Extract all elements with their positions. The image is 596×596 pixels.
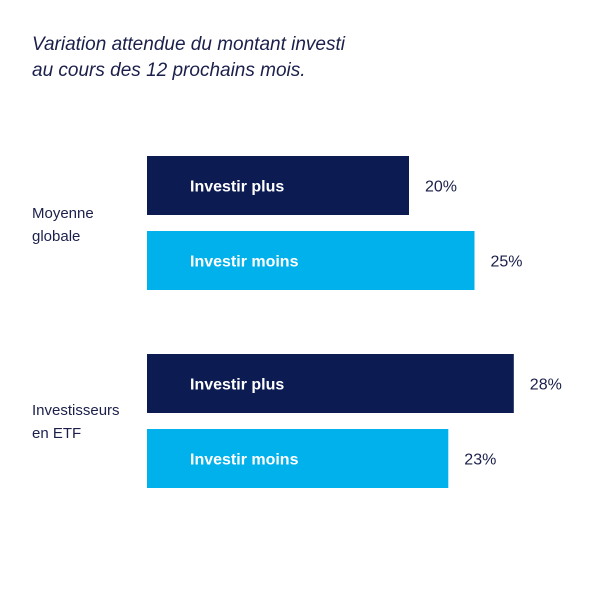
chart-title-line-1: Variation attendue du montant investi <box>32 34 346 55</box>
group-2-investir-plus-bar-label: Investir plus <box>190 377 284 394</box>
group-1-investir-plus-bar-label: Investir plus <box>190 179 284 196</box>
group-1-investir-moins-value-label: 25% <box>491 254 523 271</box>
chart-title-line-2: au cours des 12 prochains mois. <box>32 60 306 81</box>
group-2-investir-moins-bar-label: Investir moins <box>190 452 299 469</box>
group-1-investir-moins-bar-label: Investir moins <box>190 254 299 271</box>
group-2-investir-moins-value-label: 23% <box>464 452 496 469</box>
group-label-moyenne-globale-line-2: globale <box>32 228 80 245</box>
group-label-moyenne-globale-line-1: Moyenne <box>32 205 94 222</box>
group-2-investir-plus-bar <box>147 354 514 413</box>
group-label-investisseurs-etf-line-2: en ETF <box>32 425 81 442</box>
group-1-investir-moins-bar <box>147 231 475 290</box>
group-1-investir-plus-value-label: 20% <box>425 179 457 196</box>
group-2-investir-moins-bar <box>147 429 449 488</box>
bars-layer: Investir plus 20% Investir moins 25% Investi… <box>147 156 562 488</box>
group-2-investir-plus-value-label: 28% <box>530 377 562 394</box>
group-1-investir-plus-bar <box>147 156 409 215</box>
group-label-investisseurs-etf-line-1: Investisseurs <box>32 402 120 419</box>
